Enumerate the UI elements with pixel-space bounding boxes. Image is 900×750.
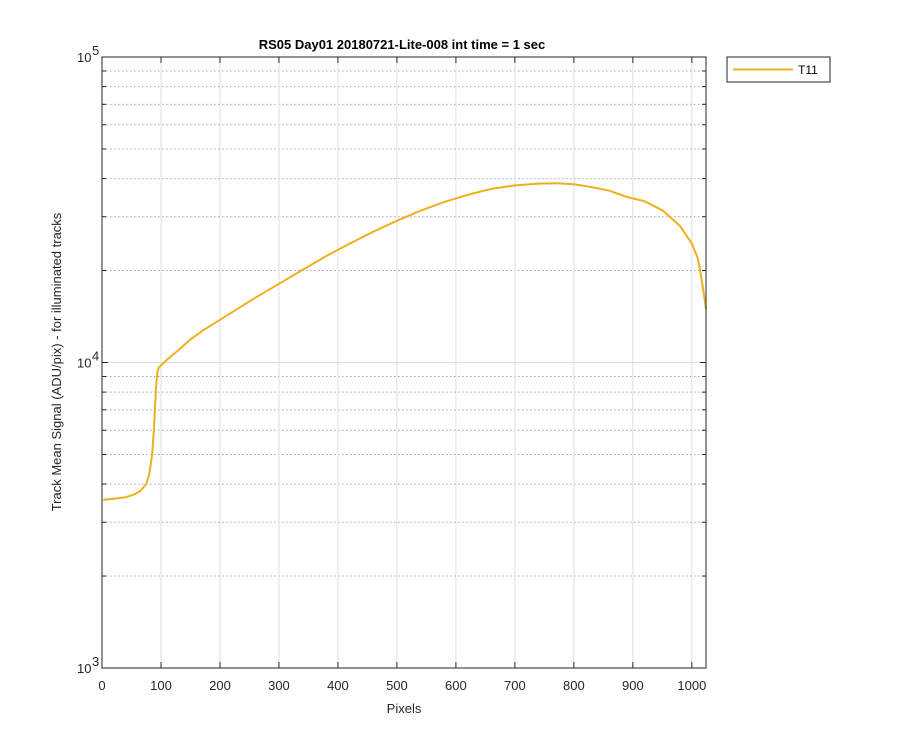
x-tick-label: 600 <box>445 678 467 693</box>
x-tick-label: 100 <box>150 678 172 693</box>
y-tick-label: 10 <box>77 661 91 676</box>
y-tick-label: 10 <box>77 50 91 65</box>
chart-title: RS05 Day01 20180721-Lite-008 int time = … <box>259 37 546 52</box>
grid-lines <box>101 56 706 669</box>
y-axis-label: Track Mean Signal (ADU/pix) - for illumi… <box>49 212 64 511</box>
x-tick-label: 300 <box>268 678 290 693</box>
legend: T11 <box>726 56 831 83</box>
y-tick-exponent: 4 <box>92 349 99 364</box>
x-tick-label: 200 <box>209 678 231 693</box>
x-tick-label: 800 <box>563 678 585 693</box>
y-tick-exponent: 5 <box>92 43 99 58</box>
y-tick-label: 10 <box>77 356 91 371</box>
x-tick-label: 0 <box>98 678 105 693</box>
x-tick-label: 900 <box>622 678 644 693</box>
x-tick-label: 400 <box>327 678 349 693</box>
series-layer <box>103 182 707 501</box>
x-axis-label: Pixels <box>387 701 422 716</box>
x-tick-label: 500 <box>386 678 408 693</box>
y-tick-exponent: 3 <box>92 654 99 669</box>
legend-entry-label: T11 <box>798 63 818 77</box>
x-tick-label: 700 <box>504 678 526 693</box>
series-line-T11 <box>103 182 707 501</box>
x-axis-ticks: 0 100 200 300 400 500 600 700 800 900 1000 <box>98 57 706 693</box>
x-tick-label: 1000 <box>677 678 706 693</box>
